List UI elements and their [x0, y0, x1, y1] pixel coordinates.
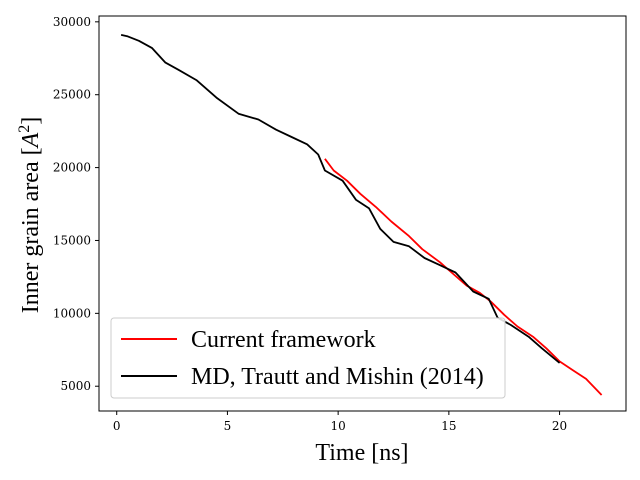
y-axis-label: Inner grain area [A2]: [16, 117, 44, 314]
legend-label-md-trautt-mishin: MD, Trautt and Mishin (2014): [191, 364, 484, 390]
x-tick-label: 15: [441, 419, 456, 433]
y-tick-label: 25000: [53, 88, 91, 102]
y-axis-label-main: Inner grain area [: [18, 147, 44, 313]
y-axis-label-close: ]: [18, 117, 44, 125]
x-axis: 0 5 10 15 20: [113, 411, 567, 433]
x-axis-label: Time [ns]: [315, 440, 408, 466]
y-tick-label: 10000: [53, 306, 91, 320]
plot-frame: [98, 15, 627, 412]
x-tick-label: 10: [331, 419, 346, 433]
series-line-md-trautt-mishin: [120, 34, 561, 364]
legend-label-current-framework: Current framework: [191, 327, 376, 353]
y-tick-label: 30000: [53, 15, 91, 29]
y-tick-label: 20000: [53, 161, 91, 175]
legend-box: [110, 317, 506, 399]
x-tick-label: 0: [113, 419, 121, 433]
y-tick-label: 15000: [53, 233, 91, 247]
y-axis-label-variable: A: [18, 132, 44, 149]
y-axis-label-exponent: 2: [16, 125, 33, 133]
x-tick-label: 20: [552, 419, 567, 433]
y-tick-label: 5000: [60, 379, 91, 393]
y-axis: 5000 10000 15000 20000 25000 30000: [53, 15, 99, 393]
series-layer: [120, 34, 603, 396]
legend: Current framework MD, Trautt and Mishin …: [110, 317, 506, 399]
x-tick-label: 5: [224, 419, 232, 433]
